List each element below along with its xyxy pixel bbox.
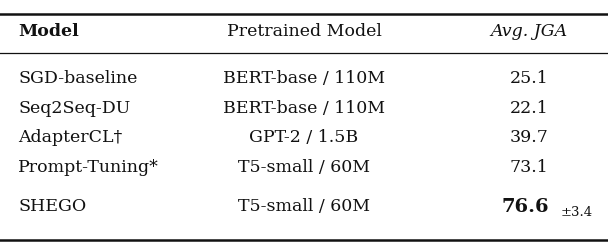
Text: 25.1: 25.1 (510, 70, 548, 87)
Text: T5-small / 60M: T5-small / 60M (238, 198, 370, 215)
Text: Avg. JGA: Avg. JGA (491, 23, 567, 41)
Text: AdapterCL†: AdapterCL† (18, 129, 122, 146)
Text: Model: Model (18, 23, 79, 41)
Text: 76.6: 76.6 (502, 198, 549, 216)
Text: 73.1: 73.1 (510, 159, 548, 176)
Text: SHEGO: SHEGO (18, 198, 86, 215)
Text: Seq2Seq-DU: Seq2Seq-DU (18, 100, 131, 117)
Text: Pretrained Model: Pretrained Model (227, 23, 381, 41)
Text: Prompt-Tuning*: Prompt-Tuning* (18, 159, 159, 176)
Text: T5-small / 60M: T5-small / 60M (238, 159, 370, 176)
Text: 22.1: 22.1 (510, 100, 548, 117)
Text: BERT-base / 110M: BERT-base / 110M (223, 70, 385, 87)
Text: ±3.4: ±3.4 (561, 206, 593, 219)
Text: BERT-base / 110M: BERT-base / 110M (223, 100, 385, 117)
Text: SGD-baseline: SGD-baseline (18, 70, 137, 87)
Text: GPT-2 / 1.5B: GPT-2 / 1.5B (249, 129, 359, 146)
Text: 39.7: 39.7 (510, 129, 548, 146)
